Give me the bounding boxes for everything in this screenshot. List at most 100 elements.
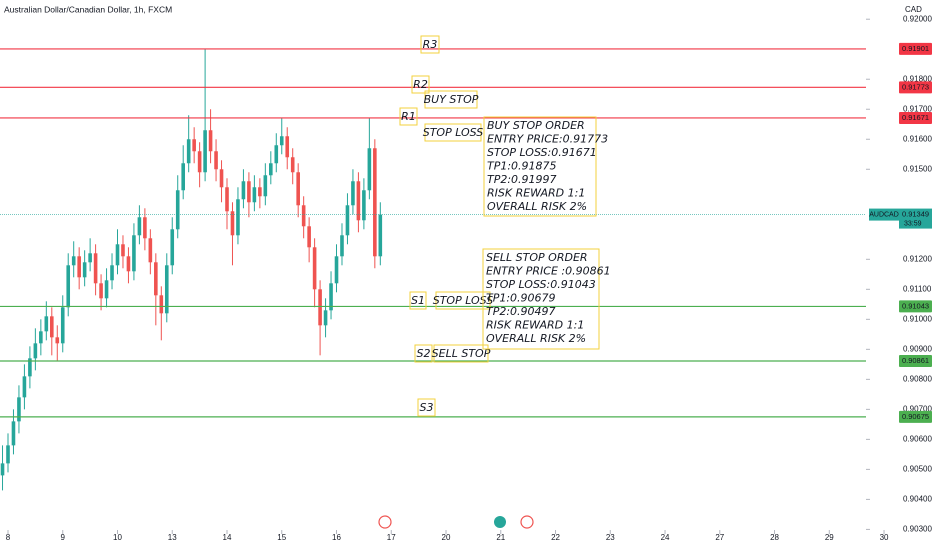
candle-body	[274, 145, 279, 164]
annotation-box	[424, 123, 482, 142]
order-line: OVERALL RISK 2%	[486, 332, 586, 345]
annotation-box	[424, 90, 478, 109]
y-tick-label: 0.92000	[903, 14, 932, 23]
x-tick-label: 13	[168, 533, 177, 542]
candle-body	[285, 136, 290, 158]
y-tick-label: 0.90300	[903, 525, 932, 534]
order-line: TP2:0.91997	[487, 173, 557, 186]
candle-body	[356, 181, 361, 221]
candle-body	[345, 205, 350, 236]
candle-body	[192, 139, 196, 152]
candle-body	[126, 256, 131, 272]
candle-body	[203, 130, 207, 173]
annotation-text: SELL STOP	[432, 347, 491, 360]
annotation-text: STOP LOSS	[433, 294, 494, 307]
x-tick-label: 16	[332, 533, 341, 542]
candle-body	[230, 211, 235, 236]
x-tick-label: 30	[880, 533, 889, 542]
x-tick-label: 15	[277, 533, 286, 542]
level-price-box	[899, 81, 932, 94]
candle-body	[44, 316, 49, 332]
candle-body	[33, 343, 38, 359]
candle-body	[329, 283, 333, 311]
annotation-box	[435, 291, 491, 310]
candle-body	[99, 283, 103, 299]
annotation-text: R3	[423, 38, 438, 51]
y-tick-label: 0.91700	[903, 104, 932, 113]
event-icons	[378, 515, 534, 529]
y-tick-label: 0.90600	[903, 434, 932, 443]
candle-body	[55, 337, 60, 344]
candle-body	[351, 181, 355, 206]
y-tick-label: 0.91600	[903, 134, 932, 143]
candle-body	[241, 181, 246, 200]
chart-title: Australian Dollar/Canadian Dollar, 1h, F…	[4, 4, 172, 14]
candle-body	[296, 172, 300, 206]
annotation-box	[414, 344, 433, 363]
candle-body	[307, 226, 311, 248]
countdown: 33:59	[904, 220, 922, 227]
annotation-text: BUY STOP	[424, 93, 479, 106]
y-tick-label: 0.90700	[903, 404, 932, 413]
candle-body	[148, 238, 153, 263]
candle-body	[132, 235, 136, 272]
current-price-box	[899, 208, 932, 229]
candles	[0, 49, 383, 491]
order-box	[482, 248, 600, 350]
candle-body	[378, 214, 383, 257]
annotation-text: R1	[401, 110, 416, 123]
candle-body	[252, 187, 257, 203]
candle-body	[88, 253, 92, 263]
candle-body	[373, 148, 377, 257]
candle-body	[367, 148, 372, 191]
candle-body	[334, 256, 339, 284]
x-tick-label: 8	[6, 533, 11, 542]
candle-body	[71, 256, 76, 266]
level-price-box	[899, 42, 932, 55]
x-tick-label: 22	[551, 533, 560, 542]
candle-body	[49, 316, 54, 338]
order-line: SELL STOP ORDER	[486, 251, 588, 264]
current-price-symbol: AUDCAD	[869, 211, 899, 218]
annotation-text: R2	[413, 78, 428, 91]
candle-body	[115, 244, 120, 266]
candle-body	[66, 265, 71, 308]
level-price-label: 0.91043	[902, 301, 929, 310]
candle-body	[6, 445, 10, 464]
level-price-box	[899, 355, 932, 368]
x-tick-label: 14	[223, 533, 232, 542]
currency-label: CAD	[905, 5, 922, 14]
annotation-box	[420, 35, 440, 54]
level-price-label: 0.90675	[902, 412, 929, 421]
annotation-box	[409, 291, 427, 310]
annotation-text: STOP LOSS	[423, 126, 484, 139]
y-tick-label: 0.91200	[903, 254, 932, 263]
level-price-box	[899, 111, 932, 124]
order-line: ENTRY PRICE:0.91773	[487, 133, 608, 146]
annotation-box	[433, 344, 489, 363]
annotation-text: S2	[417, 347, 431, 360]
candle-body	[154, 262, 158, 296]
candle-body	[170, 229, 175, 266]
y-tick-label: 0.91100	[903, 284, 932, 293]
candle-body	[323, 310, 328, 326]
candle-body	[225, 187, 229, 212]
candle-body	[186, 139, 191, 164]
level-price-label: 0.90861	[902, 356, 929, 365]
order-line: TP1:0.91875	[487, 160, 557, 173]
candle-body	[197, 151, 202, 173]
y-tick-label: 0.91800	[903, 74, 932, 83]
candle-body	[164, 265, 169, 314]
candle-body	[121, 244, 125, 257]
y-tick-label: 0.91000	[903, 314, 932, 323]
x-tick-label: 27	[715, 533, 724, 542]
order-line: TP2:0.90497	[486, 305, 556, 318]
candle-body	[60, 307, 65, 344]
candle-body	[247, 181, 251, 203]
level-price-box	[899, 410, 932, 423]
candle-body	[258, 187, 262, 197]
candle-body	[175, 190, 180, 230]
y-tick-label: 0.90500	[903, 464, 932, 473]
order-line: STOP LOSS:0.91671	[487, 146, 597, 159]
